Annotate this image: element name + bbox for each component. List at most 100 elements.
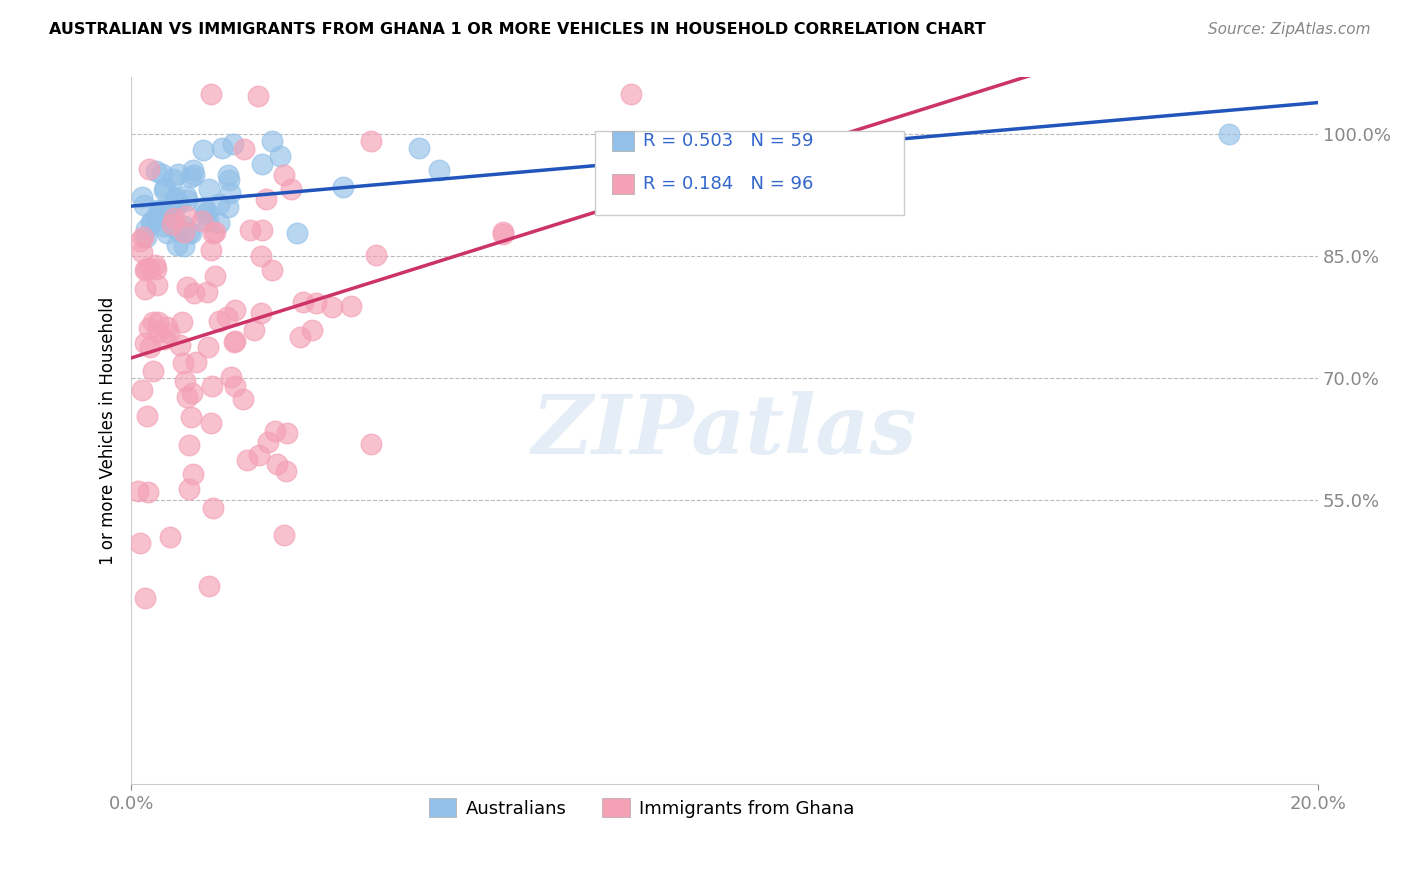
- Point: [176, 193, 198, 207]
- Legend: Australians, Immigrants from Ghana: Australians, Immigrants from Ghana: [422, 791, 860, 825]
- Point: [366, 248, 388, 262]
- Point: [217, 168, 239, 182]
- Point: [143, 258, 166, 272]
- Point: [177, 483, 200, 497]
- Point: [153, 182, 176, 196]
- Point: [194, 207, 217, 221]
- Point: [217, 201, 239, 215]
- Point: [156, 227, 179, 241]
- Point: [239, 223, 262, 237]
- Point: [243, 323, 266, 337]
- Point: [195, 204, 218, 219]
- Point: [172, 356, 194, 370]
- Point: [134, 282, 156, 296]
- Point: [292, 295, 315, 310]
- Point: [202, 226, 225, 240]
- Point: [145, 211, 167, 226]
- Text: Source: ZipAtlas.com: Source: ZipAtlas.com: [1208, 22, 1371, 37]
- Point: [217, 310, 239, 324]
- Point: [208, 197, 231, 211]
- Point: [141, 214, 163, 228]
- Point: [191, 144, 214, 158]
- Point: [139, 339, 162, 353]
- Point: [232, 392, 254, 406]
- Point: [153, 219, 176, 234]
- Point: [146, 314, 169, 328]
- Point: [166, 167, 188, 181]
- Point: [167, 195, 190, 210]
- Point: [221, 370, 243, 384]
- Point: [157, 206, 180, 220]
- Point: [262, 262, 284, 277]
- Point: [138, 161, 160, 176]
- Point: [360, 134, 382, 148]
- Point: [218, 173, 240, 187]
- Point: [131, 244, 153, 259]
- Point: [233, 141, 256, 155]
- Point: [153, 180, 176, 194]
- Point: [207, 215, 229, 229]
- Point: [181, 163, 204, 178]
- Point: [166, 223, 188, 237]
- Point: [174, 189, 197, 203]
- Point: [146, 278, 169, 293]
- Point: [273, 528, 295, 542]
- Point: [136, 485, 159, 500]
- Point: [276, 425, 298, 440]
- Point: [166, 237, 188, 252]
- Point: [180, 385, 202, 400]
- Point: [254, 193, 277, 207]
- Point: [219, 186, 242, 200]
- Point: [132, 230, 155, 244]
- Text: R = 0.184   N = 96: R = 0.184 N = 96: [643, 175, 813, 193]
- Point: [177, 438, 200, 452]
- Point: [221, 137, 243, 152]
- Point: [340, 300, 363, 314]
- Point: [246, 88, 269, 103]
- Point: [204, 226, 226, 240]
- Point: [165, 219, 187, 234]
- Point: [138, 320, 160, 334]
- Point: [274, 464, 297, 478]
- Point: [427, 162, 450, 177]
- Point: [160, 217, 183, 231]
- Point: [145, 261, 167, 276]
- Point: [150, 203, 173, 218]
- Point: [273, 169, 295, 183]
- Point: [1218, 128, 1240, 142]
- Point: [170, 315, 193, 329]
- Point: [256, 434, 278, 449]
- Point: [211, 140, 233, 154]
- Point: [150, 167, 173, 181]
- Point: [208, 314, 231, 328]
- Point: [247, 449, 270, 463]
- Point: [269, 149, 291, 163]
- Point: [135, 262, 157, 277]
- Point: [142, 315, 165, 329]
- Point: [236, 452, 259, 467]
- Point: [197, 340, 219, 354]
- Point: [280, 182, 302, 196]
- Point: [179, 225, 201, 239]
- Point: [145, 163, 167, 178]
- Point: [222, 334, 245, 349]
- Point: [135, 409, 157, 423]
- Point: [266, 457, 288, 471]
- Point: [131, 383, 153, 397]
- Point: [408, 141, 430, 155]
- Point: [142, 364, 165, 378]
- Point: [264, 424, 287, 438]
- Point: [200, 87, 222, 101]
- Point: [157, 326, 180, 341]
- Point: [288, 330, 311, 344]
- Text: ZIPatlas: ZIPatlas: [531, 391, 918, 471]
- Point: [201, 379, 224, 393]
- Point: [139, 214, 162, 228]
- Point: [250, 249, 273, 263]
- Point: [197, 214, 219, 228]
- Text: AUSTRALIAN VS IMMIGRANTS FROM GHANA 1 OR MORE VEHICLES IN HOUSEHOLD CORRELATION : AUSTRALIAN VS IMMIGRANTS FROM GHANA 1 OR…: [49, 22, 986, 37]
- Point: [176, 210, 198, 224]
- Point: [146, 325, 169, 339]
- Point: [197, 579, 219, 593]
- Point: [260, 134, 283, 148]
